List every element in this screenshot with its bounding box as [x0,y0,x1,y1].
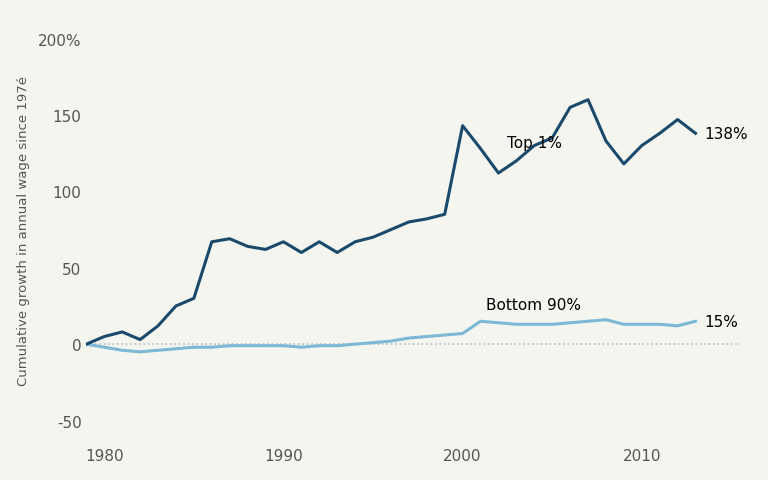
Text: 15%: 15% [704,314,738,329]
Text: 138%: 138% [704,127,748,142]
Text: Top 1%: Top 1% [508,136,562,151]
Text: Bottom 90%: Bottom 90% [486,297,581,312]
Y-axis label: Cumulative growth in annual wage since 197é: Cumulative growth in annual wage since 1… [17,75,30,385]
